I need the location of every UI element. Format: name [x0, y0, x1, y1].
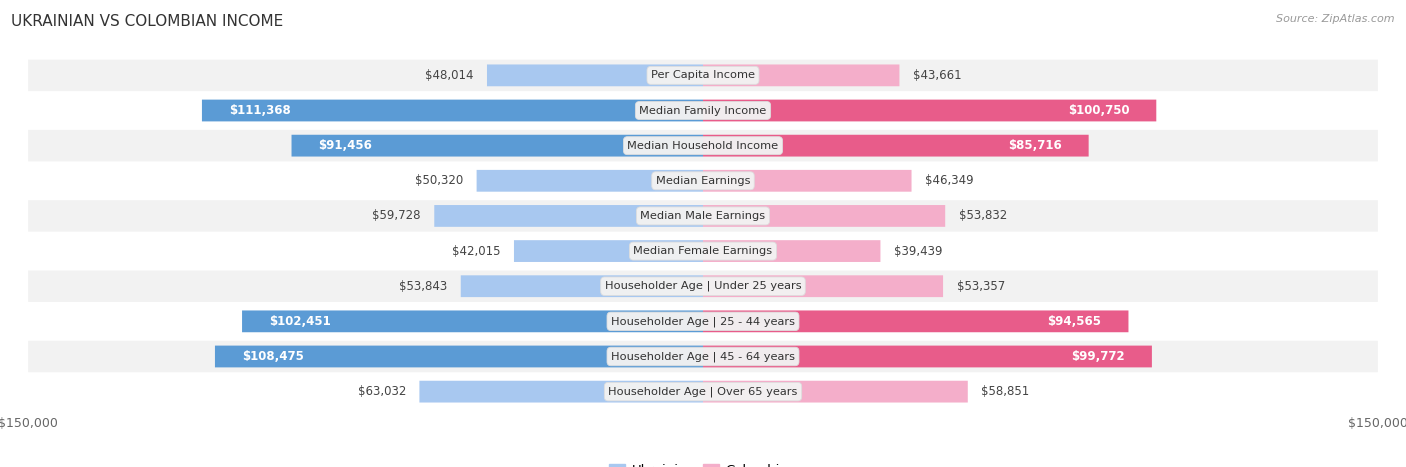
FancyBboxPatch shape: [28, 270, 1378, 302]
FancyBboxPatch shape: [215, 346, 703, 368]
Text: UKRAINIAN VS COLOMBIAN INCOME: UKRAINIAN VS COLOMBIAN INCOME: [11, 14, 284, 29]
FancyBboxPatch shape: [28, 305, 1378, 337]
Text: $53,832: $53,832: [959, 209, 1007, 222]
Text: $108,475: $108,475: [242, 350, 304, 363]
FancyBboxPatch shape: [477, 170, 703, 191]
Text: Per Capita Income: Per Capita Income: [651, 71, 755, 80]
Text: Median Male Earnings: Median Male Earnings: [641, 211, 765, 221]
Text: Source: ZipAtlas.com: Source: ZipAtlas.com: [1277, 14, 1395, 24]
FancyBboxPatch shape: [434, 205, 703, 227]
Text: $102,451: $102,451: [269, 315, 330, 328]
FancyBboxPatch shape: [703, 205, 945, 227]
Text: $100,750: $100,750: [1067, 104, 1129, 117]
FancyBboxPatch shape: [28, 165, 1378, 197]
Text: Householder Age | 45 - 64 years: Householder Age | 45 - 64 years: [612, 351, 794, 362]
FancyBboxPatch shape: [28, 130, 1378, 162]
Text: $99,772: $99,772: [1071, 350, 1125, 363]
FancyBboxPatch shape: [28, 235, 1378, 267]
Text: $43,661: $43,661: [912, 69, 962, 82]
FancyBboxPatch shape: [703, 135, 1088, 156]
FancyBboxPatch shape: [703, 346, 1152, 368]
Text: $48,014: $48,014: [425, 69, 474, 82]
Text: Householder Age | Over 65 years: Householder Age | Over 65 years: [609, 386, 797, 397]
FancyBboxPatch shape: [28, 200, 1378, 232]
FancyBboxPatch shape: [242, 311, 703, 332]
Text: $42,015: $42,015: [451, 245, 501, 258]
Text: $53,357: $53,357: [956, 280, 1005, 293]
Text: $50,320: $50,320: [415, 174, 463, 187]
FancyBboxPatch shape: [703, 170, 911, 191]
FancyBboxPatch shape: [703, 276, 943, 297]
FancyBboxPatch shape: [419, 381, 703, 403]
Text: $63,032: $63,032: [357, 385, 406, 398]
Text: Median Female Earnings: Median Female Earnings: [634, 246, 772, 256]
FancyBboxPatch shape: [486, 64, 703, 86]
Text: $46,349: $46,349: [925, 174, 974, 187]
FancyBboxPatch shape: [703, 99, 1156, 121]
FancyBboxPatch shape: [28, 95, 1378, 126]
FancyBboxPatch shape: [703, 64, 900, 86]
FancyBboxPatch shape: [28, 60, 1378, 91]
Text: Householder Age | 25 - 44 years: Householder Age | 25 - 44 years: [612, 316, 794, 326]
Text: Median Family Income: Median Family Income: [640, 106, 766, 115]
Text: Median Earnings: Median Earnings: [655, 176, 751, 186]
Text: Householder Age | Under 25 years: Householder Age | Under 25 years: [605, 281, 801, 291]
Legend: Ukrainian, Colombian: Ukrainian, Colombian: [605, 459, 801, 467]
Text: $53,843: $53,843: [399, 280, 447, 293]
FancyBboxPatch shape: [461, 276, 703, 297]
FancyBboxPatch shape: [703, 381, 967, 403]
Text: $58,851: $58,851: [981, 385, 1029, 398]
Text: $85,716: $85,716: [1008, 139, 1062, 152]
FancyBboxPatch shape: [703, 311, 1129, 332]
Text: $39,439: $39,439: [894, 245, 942, 258]
Text: Median Household Income: Median Household Income: [627, 141, 779, 151]
Text: $94,565: $94,565: [1047, 315, 1101, 328]
FancyBboxPatch shape: [202, 99, 703, 121]
Text: $111,368: $111,368: [229, 104, 291, 117]
FancyBboxPatch shape: [291, 135, 703, 156]
FancyBboxPatch shape: [515, 240, 703, 262]
Text: $91,456: $91,456: [319, 139, 373, 152]
FancyBboxPatch shape: [28, 376, 1378, 407]
Text: $59,728: $59,728: [373, 209, 420, 222]
FancyBboxPatch shape: [28, 341, 1378, 372]
FancyBboxPatch shape: [703, 240, 880, 262]
